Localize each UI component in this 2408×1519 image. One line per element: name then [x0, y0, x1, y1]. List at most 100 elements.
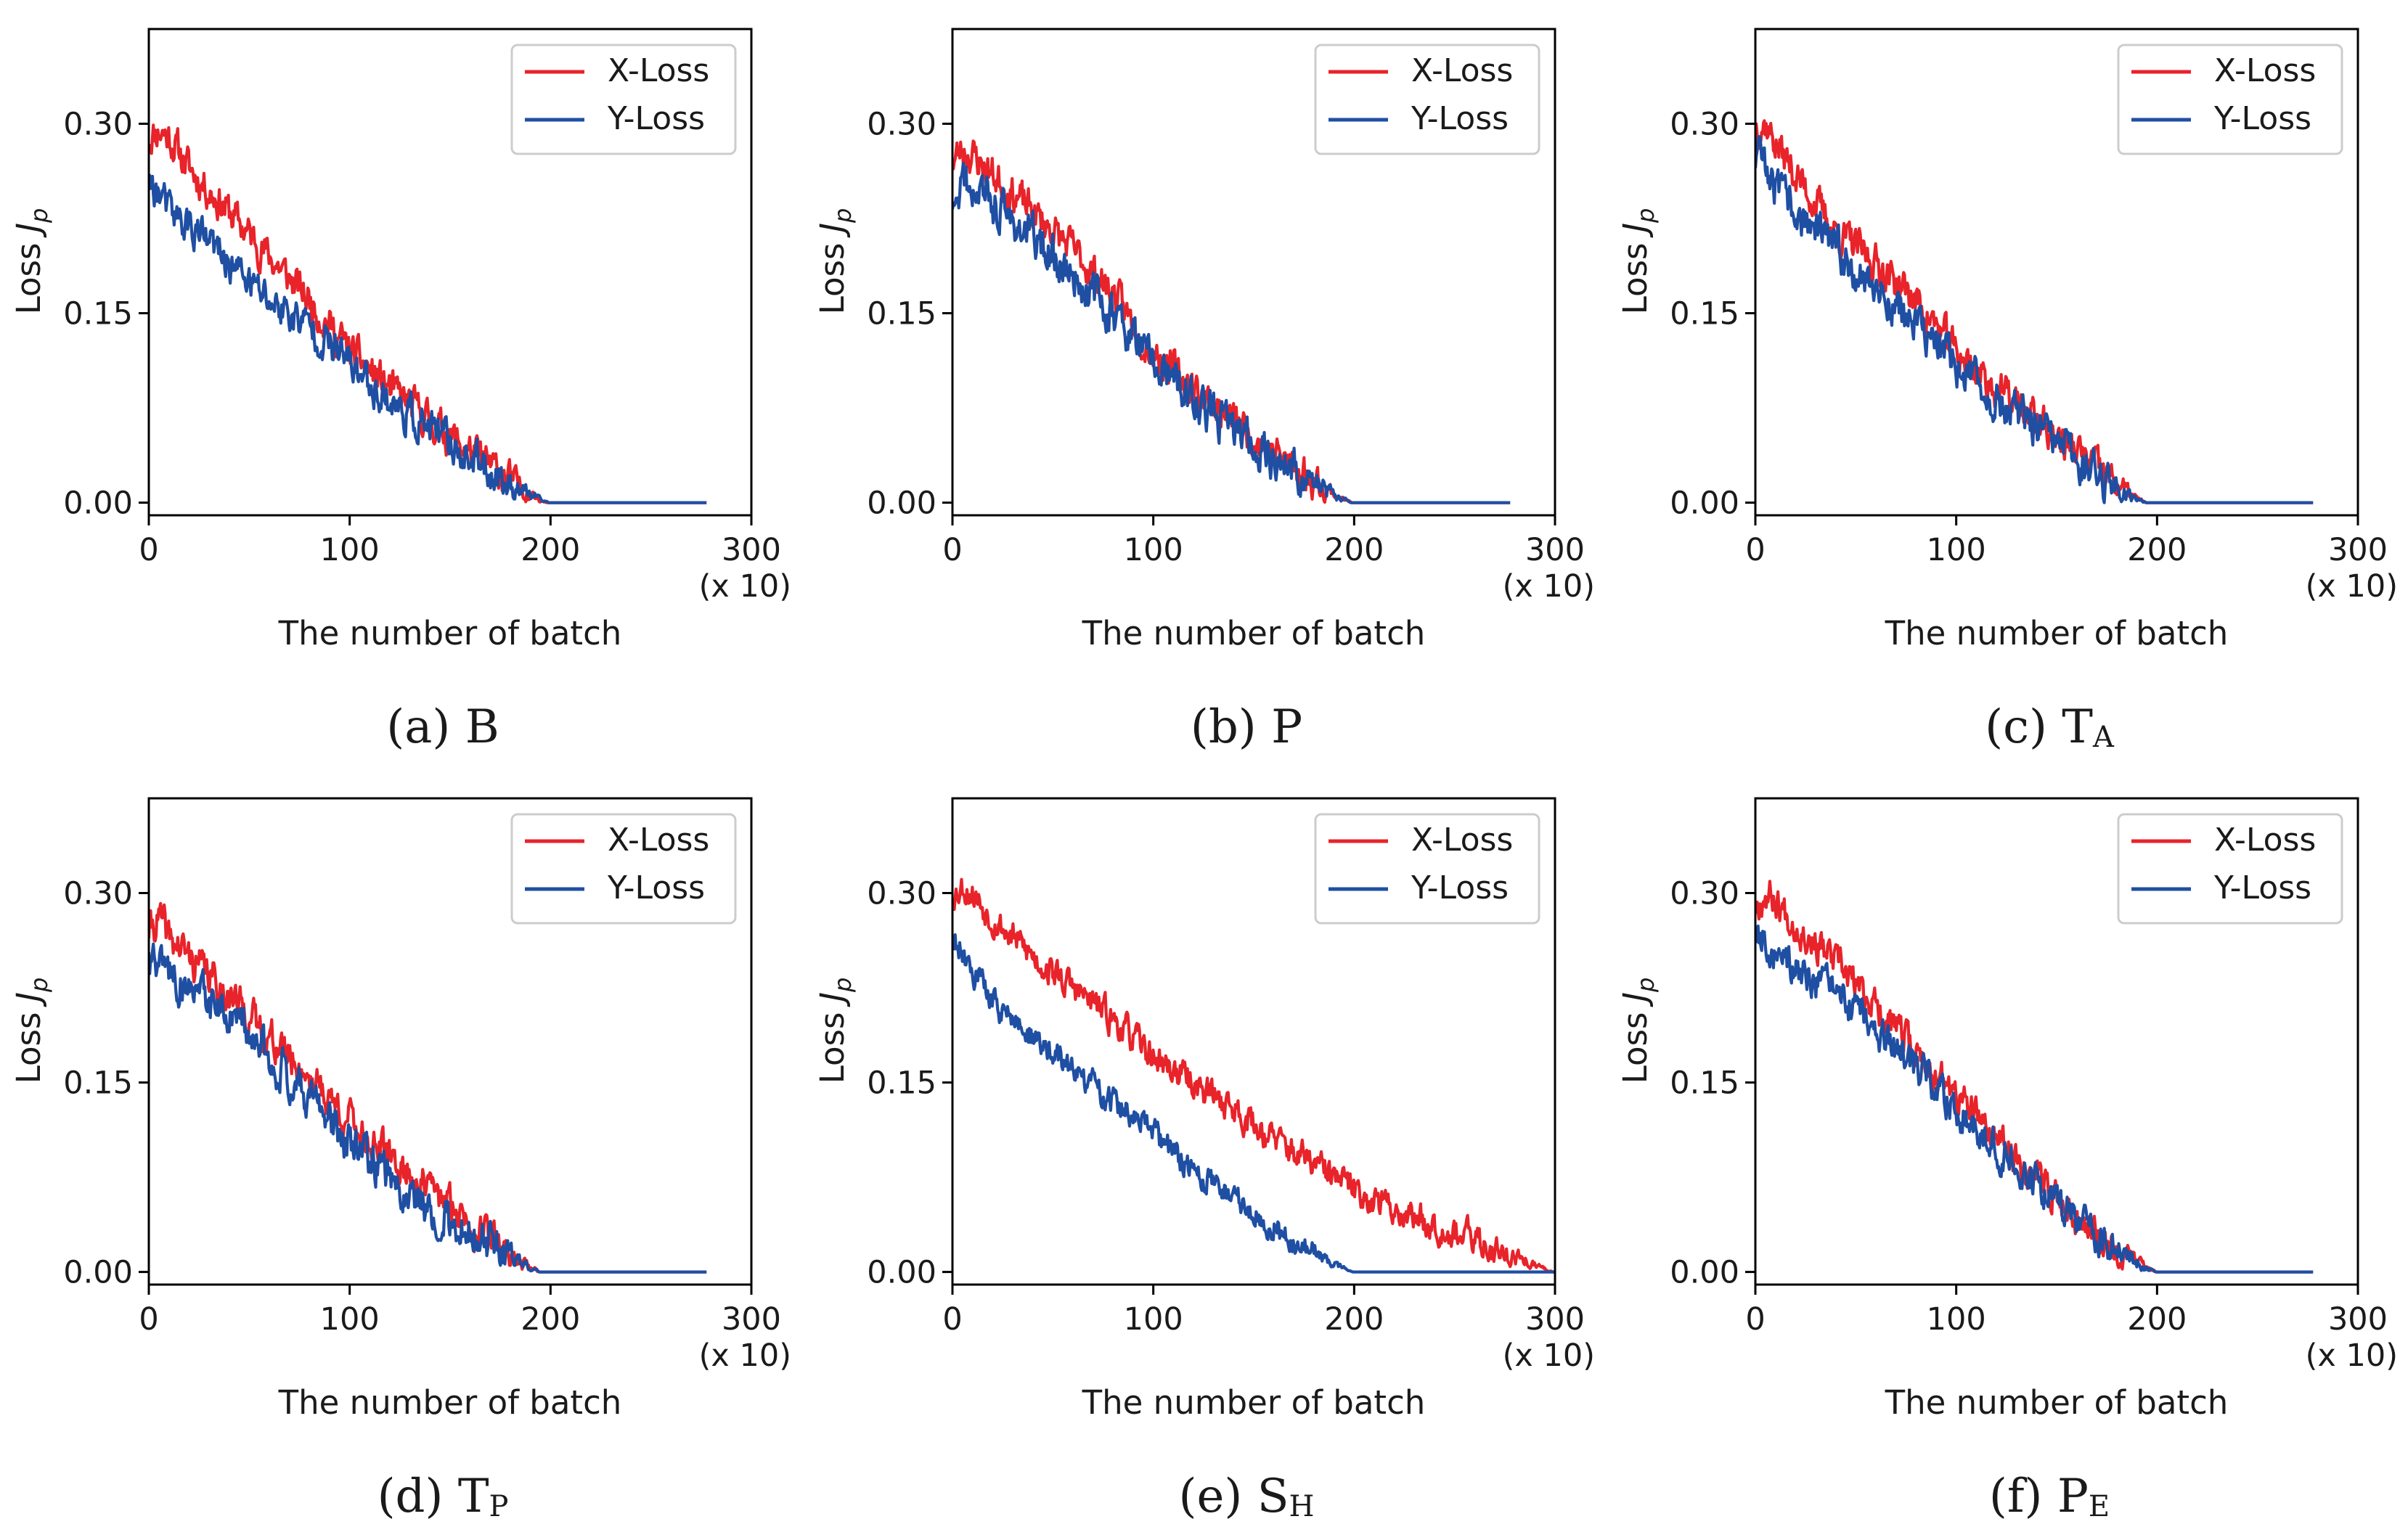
y-tick-label: 0.15: [1670, 296, 1739, 332]
series-line-y-loss: [1755, 135, 2314, 504]
legend-label: X-Loss: [2214, 52, 2316, 89]
legend-label: Y-Loss: [607, 100, 705, 137]
y-axis-label: Loss Jp: [1616, 978, 1660, 1084]
chart-panel-1: 0 100 200 300(x 10) 0.00 0.15 0.30 The number o…: [813, 28, 1595, 754]
chart-panel-0: 0 100 200 300(x 10) 0.00 0.15 0.30 The number o…: [9, 28, 791, 754]
caption-main: T: [2062, 700, 2093, 754]
y-axis-label-text: Loss: [813, 232, 852, 314]
legend-label: X-Loss: [608, 52, 709, 89]
chart-panel-5: 0 100 200 300(x 10) 0.00 0.15 0.30 The number o…: [1616, 797, 2398, 1519]
y-tick-label: 0.30: [63, 107, 133, 143]
caption-sub: E: [2089, 1490, 2110, 1519]
series-line-y-loss: [1755, 924, 2314, 1274]
y-tick-label: 0.15: [1670, 1065, 1739, 1102]
caption-sub: H: [1289, 1490, 1315, 1519]
legend-label: Y-Loss: [1411, 100, 1509, 137]
x-tick-label: 100: [320, 532, 380, 568]
series-line-y-loss: [149, 942, 707, 1274]
y-axis-label: Loss Jp: [813, 208, 857, 315]
y-axis-label-text: Loss: [1616, 1002, 1654, 1084]
plot-frame: [1754, 797, 2359, 1286]
series-line-x-loss: [1755, 880, 2314, 1274]
series-line-y-loss: [952, 933, 1555, 1274]
series-line-x-loss: [149, 123, 707, 504]
y-axis-symbol-sub: p: [1632, 978, 1660, 993]
y-axis-symbol-sub: p: [25, 978, 53, 993]
chart-panel-2: 0 100 200 300(x 10) 0.00 0.15 0.30 The number o…: [1616, 28, 2398, 754]
y-axis-label-text: Loss: [813, 1002, 852, 1084]
y-tick-label: 0.00: [63, 486, 133, 522]
x-tick-label: 0: [139, 532, 158, 568]
x-axis-label: The number of batch: [1885, 614, 2229, 652]
panel-caption: (e) SH: [1179, 1470, 1315, 1519]
x-tick-label: 300: [2328, 532, 2388, 568]
y-axis-label-text: Loss: [9, 232, 48, 314]
y-axis-symbol-sub: p: [25, 208, 53, 224]
legend-label: Y-Loss: [2213, 869, 2311, 906]
y-tick-label: 0.15: [867, 1065, 936, 1102]
y-axis-label-text: Loss: [9, 1002, 48, 1084]
x-tick-label: 200: [2127, 1301, 2187, 1338]
caption-main: P: [2057, 1470, 2089, 1519]
legend-label: X-Loss: [1411, 822, 1513, 859]
y-axis-symbol-sub: p: [829, 208, 857, 224]
x-unit-label: (x 10): [1503, 1338, 1595, 1374]
x-tick-label: 0: [1745, 532, 1765, 568]
x-tick-label: 200: [1324, 532, 1384, 568]
panel-caption: (c) TA: [1985, 700, 2115, 754]
legend-label: X-Loss: [2214, 822, 2316, 859]
series-line-y-loss: [952, 161, 1511, 504]
plot-frame: [147, 797, 753, 1286]
x-tick-label: 300: [1525, 1301, 1585, 1338]
x-tick-label: 100: [320, 1301, 380, 1338]
x-tick-label: 100: [1124, 1301, 1183, 1338]
panel-caption: (b) P: [1191, 700, 1302, 754]
x-axis-label: The number of batch: [278, 1383, 622, 1422]
legend-label: Y-Loss: [2213, 100, 2311, 137]
x-tick-label: 100: [1927, 1301, 1986, 1338]
y-tick-label: 0.00: [63, 1255, 133, 1291]
x-tick-label: 100: [1927, 532, 1986, 568]
plot-frame: [147, 28, 753, 517]
x-unit-label: (x 10): [699, 1338, 791, 1374]
x-tick-label: 200: [2127, 532, 2187, 568]
caption-main: T: [458, 1470, 489, 1519]
x-unit-label: (x 10): [2306, 568, 2398, 605]
x-tick-label: 300: [722, 1301, 781, 1338]
caption-prefix: (c): [1985, 700, 2062, 754]
x-tick-label: 300: [2328, 1301, 2388, 1338]
y-axis-label: Loss Jp: [9, 978, 53, 1084]
caption-main: S: [1257, 1470, 1289, 1519]
y-axis-label: Loss Jp: [9, 208, 53, 315]
caption-main: B: [465, 700, 499, 754]
x-tick-label: 300: [1525, 532, 1585, 568]
chart-panel-4: 0 100 200 300(x 10) 0.00 0.15 0.30 The number o…: [813, 797, 1595, 1519]
y-tick-label: 0.15: [63, 1065, 133, 1102]
y-tick-label: 0.15: [63, 296, 133, 332]
x-tick-label: 200: [521, 532, 580, 568]
x-tick-label: 0: [139, 1301, 158, 1338]
y-axis-symbol-sub: p: [1632, 208, 1660, 224]
series-line-y-loss: [149, 173, 707, 504]
y-axis-symbol-sub: p: [829, 978, 857, 993]
panel-caption: (a) B: [386, 700, 499, 754]
plot-frame: [951, 28, 1556, 517]
x-axis-label: The number of batch: [1082, 1383, 1426, 1422]
y-tick-label: 0.00: [1670, 1255, 1739, 1291]
series-line-x-loss: [952, 877, 1555, 1274]
x-tick-label: 0: [942, 1301, 962, 1338]
x-unit-label: (x 10): [2306, 1338, 2398, 1374]
y-axis-label-text: Loss: [1616, 232, 1654, 314]
caption-sub: P: [489, 1490, 509, 1519]
caption-prefix: (f): [1989, 1470, 2057, 1519]
x-axis-label: The number of batch: [278, 614, 622, 652]
x-tick-label: 100: [1124, 532, 1183, 568]
caption-sub: A: [2092, 721, 2115, 754]
panel-caption: (d) TP: [377, 1470, 509, 1519]
y-tick-label: 0.30: [63, 876, 133, 912]
legend-label: X-Loss: [1411, 52, 1513, 89]
y-tick-label: 0.30: [867, 876, 936, 912]
legend-label: X-Loss: [608, 822, 709, 859]
x-tick-label: 300: [722, 532, 781, 568]
